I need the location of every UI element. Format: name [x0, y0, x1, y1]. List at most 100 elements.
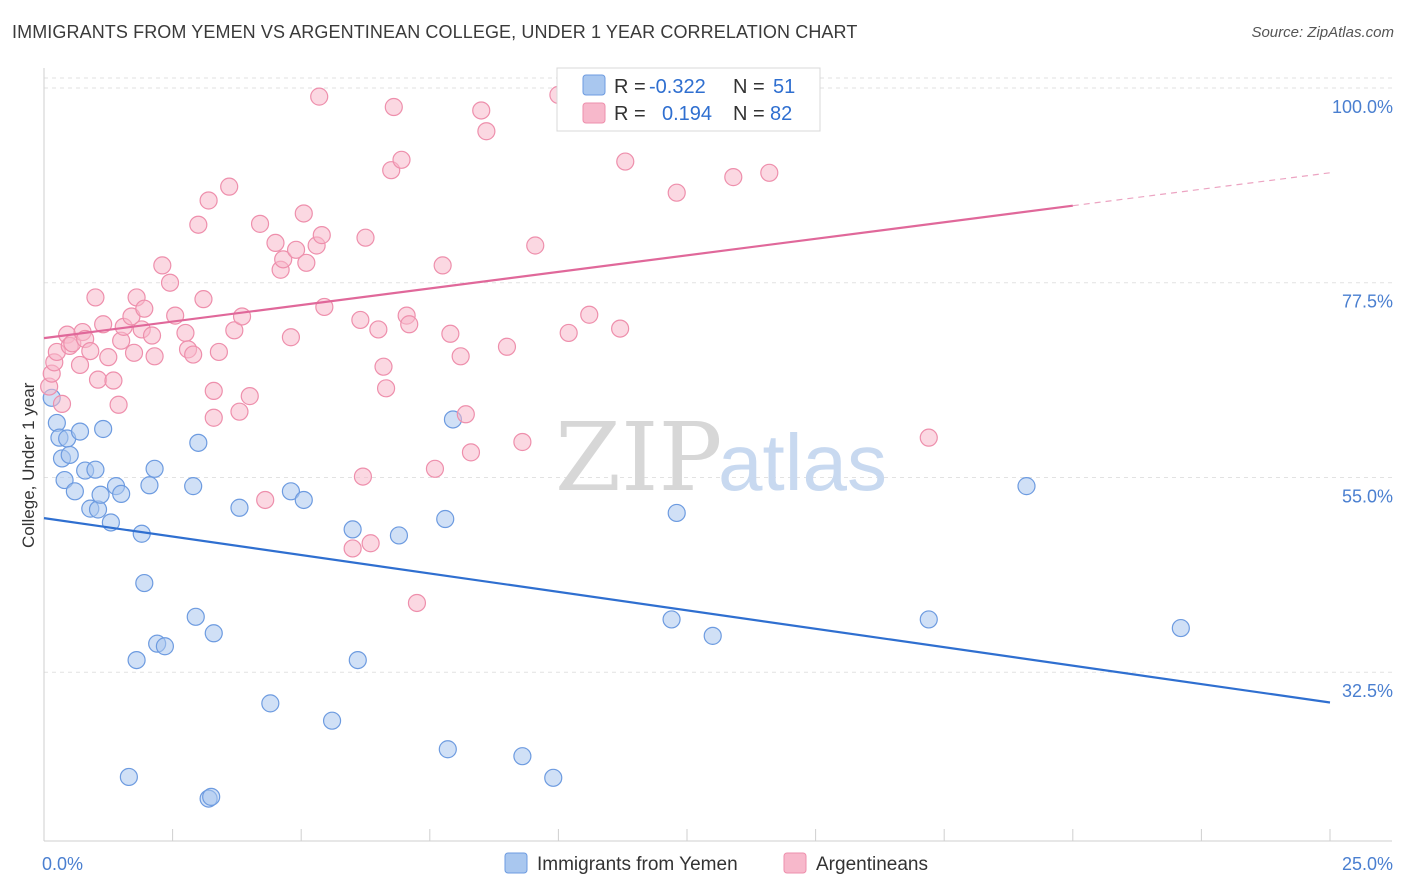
- point-s0-26: [186, 607, 205, 626]
- point-s1-37: [204, 408, 223, 427]
- point-s1-14: [94, 315, 113, 334]
- point-s1-76: [461, 443, 481, 462]
- axes: [43, 68, 1392, 842]
- trend-line-1: [43, 204, 1073, 340]
- y-tick-label-2: 77.5%: [1342, 292, 1393, 312]
- legend-r-value-1: -0.322: [649, 76, 706, 98]
- point-s0-14: [94, 419, 113, 439]
- legend-n-value-2: 82: [770, 103, 792, 125]
- point-s1-81: [526, 236, 545, 255]
- point-s1-79: [497, 337, 517, 356]
- point-s1-61: [361, 534, 380, 553]
- point-s1-64: [376, 379, 396, 398]
- point-s1-16: [104, 371, 123, 390]
- point-s1-59: [356, 228, 375, 247]
- trend-line-0: [43, 517, 1331, 704]
- bottom-legend-label-argentineans: Argentineans: [816, 854, 928, 875]
- legend-n-label-2: N =: [733, 103, 765, 125]
- point-s1-84: [580, 305, 599, 324]
- point-s1-89: [724, 168, 743, 187]
- point-s0-24: [127, 650, 146, 670]
- point-s1-11: [81, 341, 100, 361]
- point-s0-28: [189, 433, 208, 452]
- point-s0-1: [47, 413, 66, 433]
- point-s1-25: [142, 326, 162, 345]
- point-s0-29: [204, 624, 223, 643]
- point-s0-13: [91, 485, 110, 504]
- point-s1-44: [250, 214, 270, 233]
- point-s1-73: [441, 324, 460, 343]
- point-s1-8: [70, 355, 90, 375]
- watermark-zip: ZIP: [555, 403, 722, 513]
- bottom-legend-label-yemen: Immigrants from Yemen: [537, 854, 738, 875]
- point-s0-31: [202, 787, 221, 806]
- point-s0-17: [112, 484, 131, 504]
- point-s1-63: [374, 357, 393, 376]
- point-s1-52: [297, 253, 316, 272]
- point-s0-21: [145, 459, 164, 478]
- point-s1-75: [456, 405, 475, 424]
- point-s1-42: [232, 307, 252, 326]
- point-s0-7: [65, 482, 84, 501]
- point-s1-60: [353, 467, 373, 486]
- point-s1-33: [189, 215, 208, 234]
- point-s0-39: [389, 526, 409, 545]
- point-s1-49: [281, 328, 301, 347]
- point-s0-32: [230, 498, 249, 517]
- point-s1-92: [919, 428, 938, 447]
- watermark-atlas: atlas: [718, 418, 887, 507]
- point-s1-24: [135, 299, 154, 318]
- chart-title: IMMIGRANTS FROM YEMEN VS ARGENTINEAN COL…: [12, 22, 858, 42]
- point-s0-34: [281, 482, 301, 501]
- point-s1-15: [99, 348, 118, 367]
- point-s0-25: [119, 767, 138, 787]
- point-s1-40: [225, 321, 244, 340]
- bottom-legend-swatch-yemen: [504, 852, 528, 874]
- data-points: [40, 82, 1190, 808]
- point-s1-17: [109, 395, 128, 414]
- point-s1-67: [392, 150, 411, 169]
- point-s1-88: [667, 183, 686, 202]
- point-s1-4: [52, 394, 72, 413]
- point-s0-6: [60, 445, 79, 465]
- point-s1-54: [310, 87, 329, 106]
- point-s0-49: [1017, 477, 1036, 496]
- point-s0-11: [86, 460, 105, 479]
- point-s1-39: [220, 177, 239, 196]
- point-s1-30: [176, 323, 195, 343]
- point-s1-87: [616, 152, 635, 171]
- grid-lines: [44, 77, 1392, 673]
- legend-n-value-1: 51: [773, 76, 795, 98]
- point-s0-41: [438, 740, 457, 759]
- x-tick-label-0: 0.0%: [42, 854, 83, 874]
- point-s0-12: [88, 500, 108, 519]
- legend-r-label-2: R =: [614, 103, 646, 125]
- point-s1-55: [312, 226, 331, 245]
- y-tick-label-0: 32.5%: [1342, 681, 1393, 701]
- point-s0-36: [322, 711, 342, 730]
- point-s1-83: [559, 323, 578, 343]
- point-s0-4: [55, 470, 74, 490]
- point-s1-13: [88, 370, 108, 389]
- bottom-legend-swatch-argentineans: [783, 852, 807, 874]
- point-s0-38: [348, 650, 367, 670]
- point-s1-74: [451, 347, 470, 366]
- source-label: Source: ZipAtlas.com: [1251, 24, 1394, 41]
- point-s1-72: [433, 256, 452, 275]
- point-s0-44: [544, 768, 563, 787]
- point-s1-27: [153, 256, 172, 275]
- point-s0-47: [703, 626, 722, 645]
- point-s0-40: [436, 509, 455, 529]
- point-s1-70: [407, 593, 427, 613]
- y-axis-label: College, Under 1 year: [19, 382, 38, 548]
- point-s1-69: [400, 315, 419, 334]
- point-s0-45: [667, 503, 686, 523]
- point-s1-62: [369, 320, 388, 339]
- legend-swatch-yemen: [582, 74, 606, 96]
- point-s0-23: [155, 637, 174, 656]
- point-s1-28: [160, 273, 180, 292]
- point-s0-8: [70, 422, 90, 441]
- point-s1-91: [760, 163, 779, 182]
- point-s1-26: [145, 347, 164, 366]
